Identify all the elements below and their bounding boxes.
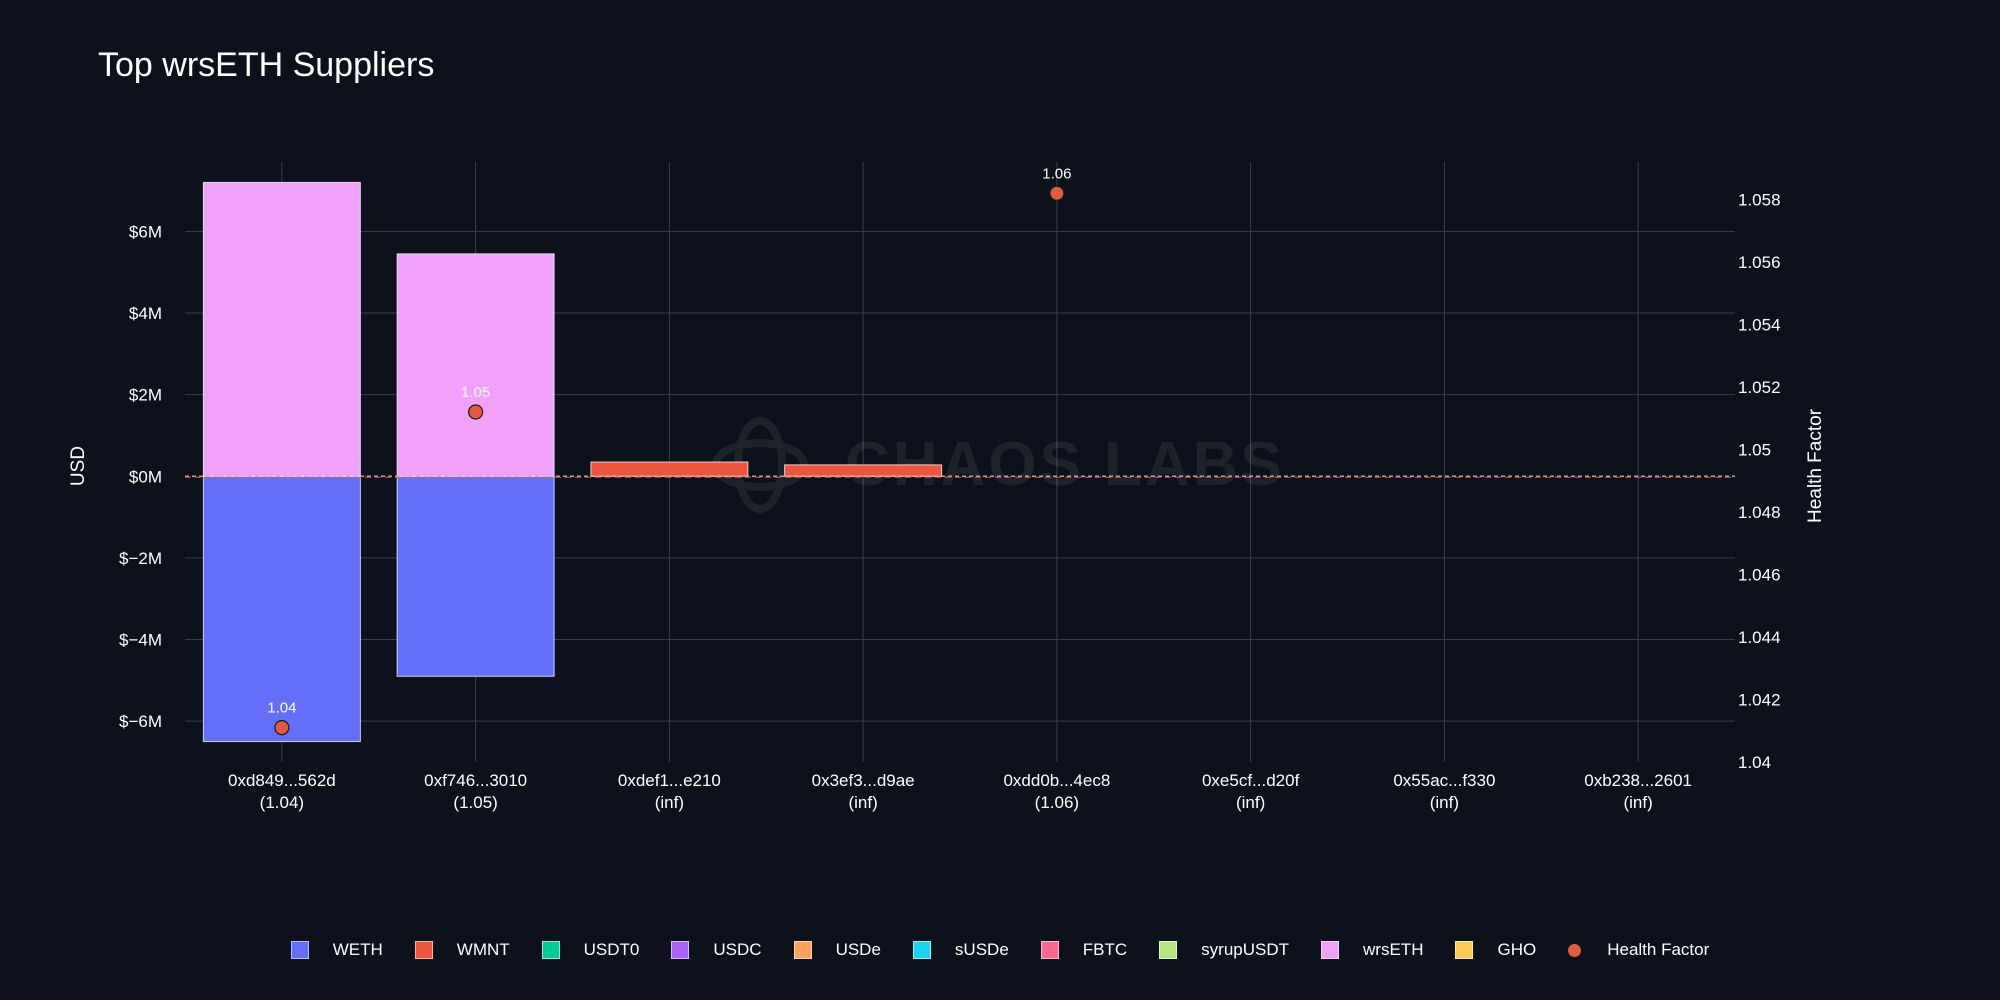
legend-marker-icon — [1568, 943, 1582, 957]
x-tick-sublabel: (inf) — [1430, 793, 1459, 812]
bar-wrseth — [396, 253, 555, 477]
x-tick-label: 0x3ef3...d9ae — [812, 771, 915, 790]
legend-swatch — [912, 941, 931, 959]
bar-wmnt — [784, 464, 943, 477]
legend-item-usde[interactable]: USDe — [793, 940, 881, 960]
legend-swatch — [793, 941, 812, 959]
x-tick-label: 0xdd0b...4ec8 — [1003, 771, 1110, 790]
x-tick-label: 0xd849...562d — [228, 771, 336, 790]
legend-label: GHO — [1497, 940, 1537, 959]
health-factor-label: 1.05 — [461, 384, 490, 401]
y-tick-label: $−2M — [119, 549, 162, 568]
legend-label: USDC — [713, 940, 762, 959]
x-tick-label: 0xe5cf...d20f — [1202, 771, 1300, 790]
health-factor-point — [274, 720, 290, 736]
y2-tick-label: 1.048 — [1738, 503, 1781, 522]
bar-wrseth — [202, 181, 361, 477]
legend-swatch — [1455, 941, 1474, 959]
legend-label: WMNT — [456, 940, 510, 959]
health-factor-label: 1.06 — [1042, 165, 1071, 182]
bar-wmnt — [590, 461, 749, 477]
legend-item-usdc[interactable]: USDC — [671, 940, 762, 960]
x-tick-sublabel: (1.05) — [453, 793, 497, 812]
x-tick-sublabel: (1.04) — [260, 793, 304, 812]
legend-swatch — [1040, 941, 1059, 959]
legend-item-weth[interactable]: WETH — [290, 940, 383, 960]
legend-item-usdt0[interactable]: USDT0 — [541, 940, 640, 960]
y2-tick-label: 1.052 — [1738, 378, 1781, 397]
y-tick-label: $4M — [129, 304, 162, 323]
y2-axis-title: Health Factor — [1805, 408, 1826, 523]
x-tick-label: 0xb238...2601 — [1584, 771, 1692, 790]
legend-swatch — [1321, 941, 1340, 959]
legend-label: sUSDe — [954, 940, 1009, 959]
chart-title: Top wrsETH Suppliers — [98, 46, 435, 84]
x-tick-sublabel: (1.06) — [1035, 793, 1079, 812]
legend-label: wrsETH — [1363, 940, 1424, 959]
x-tick-label: 0xdef1...e210 — [618, 771, 721, 790]
legend-swatch — [1159, 941, 1178, 959]
legend-item-gho[interactable]: GHO — [1455, 940, 1536, 960]
legend-swatch — [414, 941, 433, 959]
legend-label: Health Factor — [1607, 940, 1710, 959]
health-factor-label: 1.04 — [267, 700, 296, 717]
legend-item-susde[interactable]: sUSDe — [912, 940, 1009, 960]
legend-item-wrseth[interactable]: wrsETH — [1321, 940, 1423, 960]
y-tick-label: $−6M — [119, 712, 162, 731]
legend-label: USDT0 — [583, 940, 640, 959]
y2-tick-label: 1.04 — [1738, 753, 1771, 772]
y2-tick-label: 1.054 — [1738, 316, 1781, 335]
y-tick-label: $0M — [129, 467, 162, 486]
y2-tick-label: 1.044 — [1738, 628, 1781, 647]
legend-item-health-factor[interactable]: Health Factor — [1568, 940, 1709, 960]
legend-swatch — [290, 941, 309, 959]
legend-item-syrupusdt[interactable]: syrupUSDT — [1159, 940, 1289, 960]
legend-swatch — [541, 941, 560, 959]
legend-label: syrupUSDT — [1201, 940, 1290, 959]
y2-tick-label: 1.042 — [1738, 691, 1781, 710]
bar-weth — [202, 475, 361, 743]
y2-tick-label: 1.056 — [1738, 253, 1781, 272]
bar-weth — [396, 475, 555, 677]
legend-label: FBTC — [1082, 940, 1128, 959]
y-axis-title: USD — [68, 446, 89, 486]
health-factor-point — [468, 404, 484, 420]
y2-tick-label: 1.046 — [1738, 566, 1781, 585]
x-tick-sublabel: (inf) — [655, 793, 684, 812]
x-tick-label: 0x55ac...f330 — [1393, 771, 1495, 790]
x-tick-sublabel: (inf) — [1623, 793, 1652, 812]
legend-item-fbtc[interactable]: FBTC — [1040, 940, 1128, 960]
legend-label: USDe — [835, 940, 881, 959]
y-tick-label: $−4M — [119, 631, 162, 650]
legend-item-wmnt[interactable]: WMNT — [414, 940, 510, 960]
chart-legend: WETH WMNT USDT0 USDC USDe sUSDe FBTC syrupUSDT w… — [0, 940, 2000, 960]
y-tick-label: $2M — [129, 386, 162, 405]
y2-tick-label: 1.058 — [1738, 191, 1781, 210]
chart-area: CHAOS LABS 1.041.051.06 $6M$4M$2M$0M$−2M… — [68, 162, 1826, 812]
health-factor-point — [1049, 185, 1065, 201]
x-tick-label: 0xf746...3010 — [424, 771, 527, 790]
y2-tick-label: 1.05 — [1738, 441, 1771, 460]
x-tick-sublabel: (inf) — [848, 793, 877, 812]
legend-label: WETH — [332, 940, 383, 959]
y-tick-label: $6M — [129, 222, 162, 241]
x-tick-sublabel: (inf) — [1236, 793, 1265, 812]
legend-swatch — [671, 941, 690, 959]
